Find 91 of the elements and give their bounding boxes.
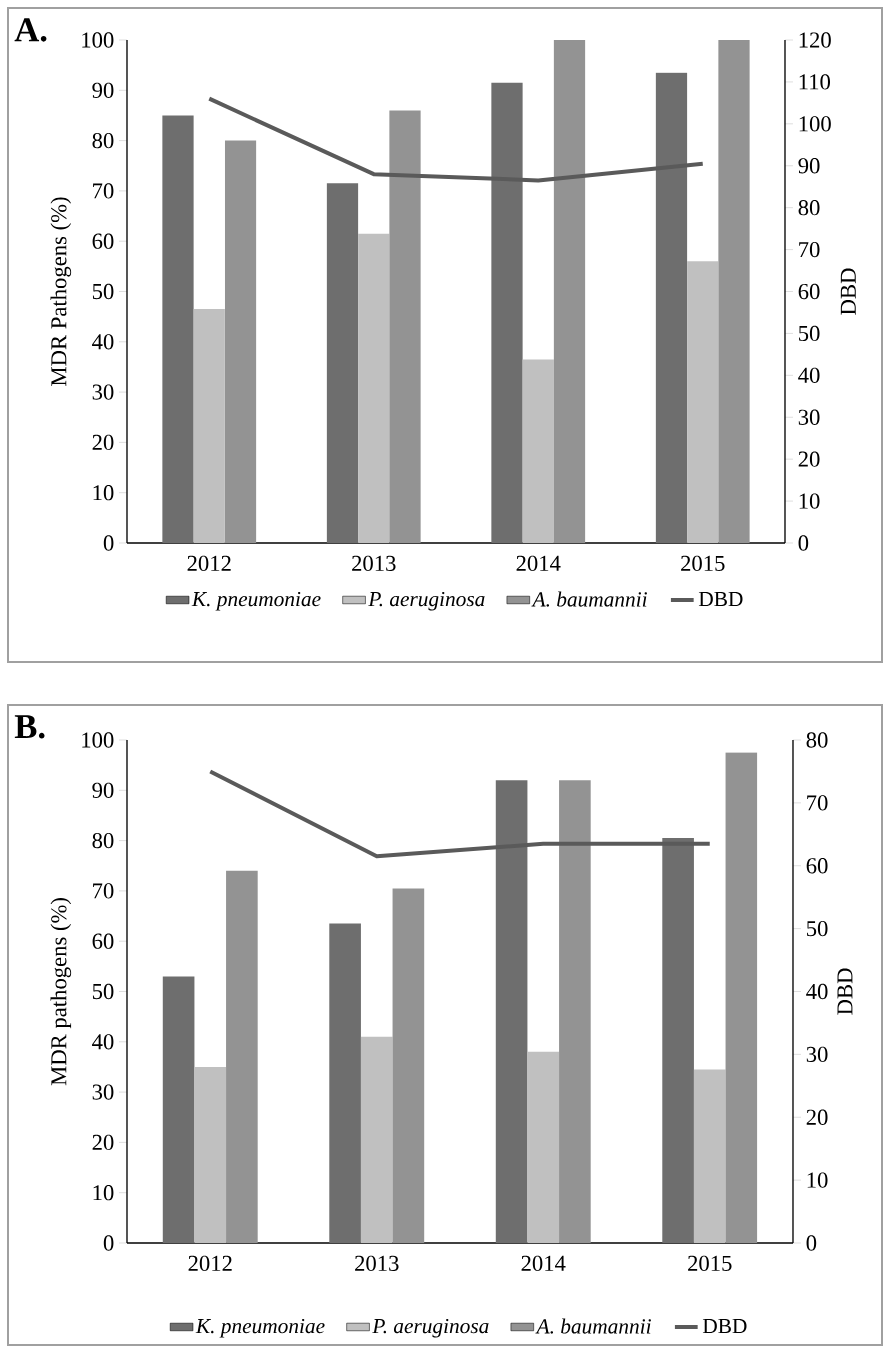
bar [194, 1066, 227, 1243]
y-tick-label: 60 [92, 233, 114, 249]
y2-tick-label: 0 [806, 1235, 817, 1251]
y-tick-label: 60 [92, 933, 114, 949]
y2-tick-label: 30 [806, 1046, 828, 1063]
y-tick-label: 0 [103, 1235, 114, 1251]
legend-label: DBD [698, 592, 743, 607]
y2-tick-label: 110 [799, 74, 831, 90]
x-tick-label: 2014 [516, 555, 561, 572]
y-axis-title: MDR Pathogens (%) [50, 197, 72, 386]
y-tick-label: 50 [92, 283, 114, 300]
legend-label: A. baumannii [535, 1318, 651, 1334]
y2-axis-title: DBD [840, 268, 856, 315]
y-tick-label: 90 [92, 782, 114, 798]
legend-label: P. aeruginosa [368, 591, 485, 611]
y-tick-label: 80 [92, 132, 114, 149]
y-tick-label: 40 [92, 334, 114, 350]
y-tick-label: 70 [93, 183, 114, 199]
x-tick-label: 2014 [521, 1255, 566, 1272]
y-tick-label: 70 [93, 883, 114, 899]
bar [392, 888, 425, 1243]
y-tick-label: 30 [92, 1084, 114, 1100]
y-tick-label: 10 [93, 1185, 114, 1201]
bar [495, 780, 528, 1243]
bar [329, 923, 361, 1243]
y-tick-label: 50 [92, 983, 114, 1000]
bar [725, 752, 758, 1243]
legend-label: A. baumannii [531, 591, 647, 607]
y2-axis-title: DBD [837, 968, 853, 1015]
y2-tick-label: 100 [799, 116, 831, 132]
bar [527, 1051, 560, 1243]
bar [226, 870, 258, 1243]
bar [491, 82, 523, 543]
bar [162, 115, 194, 543]
y2-tick-label: 60 [798, 283, 820, 300]
x-tick-label: 2012 [188, 1255, 232, 1272]
bar [559, 780, 591, 1243]
legend-label: K. pneumoniae [195, 1318, 325, 1338]
x-tick-label: 2012 [187, 555, 231, 572]
y-tick-label: 10 [93, 485, 114, 501]
x-tick-label: 2015 [681, 555, 725, 572]
bar [522, 359, 554, 543]
chart-title: B. [14, 715, 45, 739]
y2-tick-label: 80 [798, 200, 820, 216]
legend-label: K. pneumoniae [191, 591, 321, 611]
bar [360, 1036, 393, 1243]
y2-tick-label: 10 [807, 1172, 828, 1188]
y2-tick-label: 40 [806, 983, 828, 1000]
bar [224, 140, 257, 543]
bar [193, 309, 225, 543]
line-series [207, 96, 705, 183]
y-tick-label: 20 [92, 434, 114, 451]
y2-tick-label: 30 [798, 409, 820, 425]
bar [655, 72, 688, 543]
y-axis-title: MDR pathogens (%) [50, 898, 72, 1086]
bar [358, 233, 390, 543]
y2-tick-label: 120 [799, 32, 831, 48]
y2-tick-label: 50 [807, 920, 828, 937]
y2-tick-label: 0 [798, 535, 809, 551]
y2-tick-label: 80 [806, 732, 828, 748]
x-tick-label: 2015 [688, 1255, 732, 1272]
bar [693, 1069, 726, 1243]
y2-tick-label: 70 [799, 241, 820, 258]
bar [718, 40, 750, 543]
y-tick-label: 80 [92, 832, 114, 849]
bar [687, 261, 719, 543]
y2-tick-label: 20 [798, 451, 820, 467]
y-tick-label: 90 [92, 82, 114, 98]
y2-tick-label: 70 [807, 795, 828, 811]
y-tick-label: 100 [82, 32, 114, 48]
x-tick-label: 2013 [355, 1255, 399, 1272]
y-tick-label: 100 [82, 732, 114, 748]
bar [553, 40, 586, 543]
bar [326, 183, 359, 543]
bar [389, 110, 421, 543]
y-tick-label: 40 [92, 1034, 114, 1050]
y2-tick-label: 90 [798, 158, 820, 174]
y-tick-label: 30 [92, 384, 114, 400]
y2-tick-label: 10 [799, 493, 820, 509]
y-tick-label: 0 [103, 535, 114, 551]
y-tick-label: 20 [92, 1134, 114, 1151]
y2-tick-label: 20 [806, 1109, 828, 1125]
legend-label: P. aeruginosa [372, 1318, 489, 1338]
legend-label: DBD [702, 1319, 747, 1334]
bar [662, 838, 694, 1243]
y2-tick-label: 60 [806, 858, 828, 874]
y2-tick-label: 50 [799, 325, 820, 342]
y2-tick-label: 40 [798, 367, 820, 383]
chart-title: A. [14, 18, 47, 42]
x-tick-label: 2013 [352, 555, 396, 572]
bar [162, 976, 195, 1243]
